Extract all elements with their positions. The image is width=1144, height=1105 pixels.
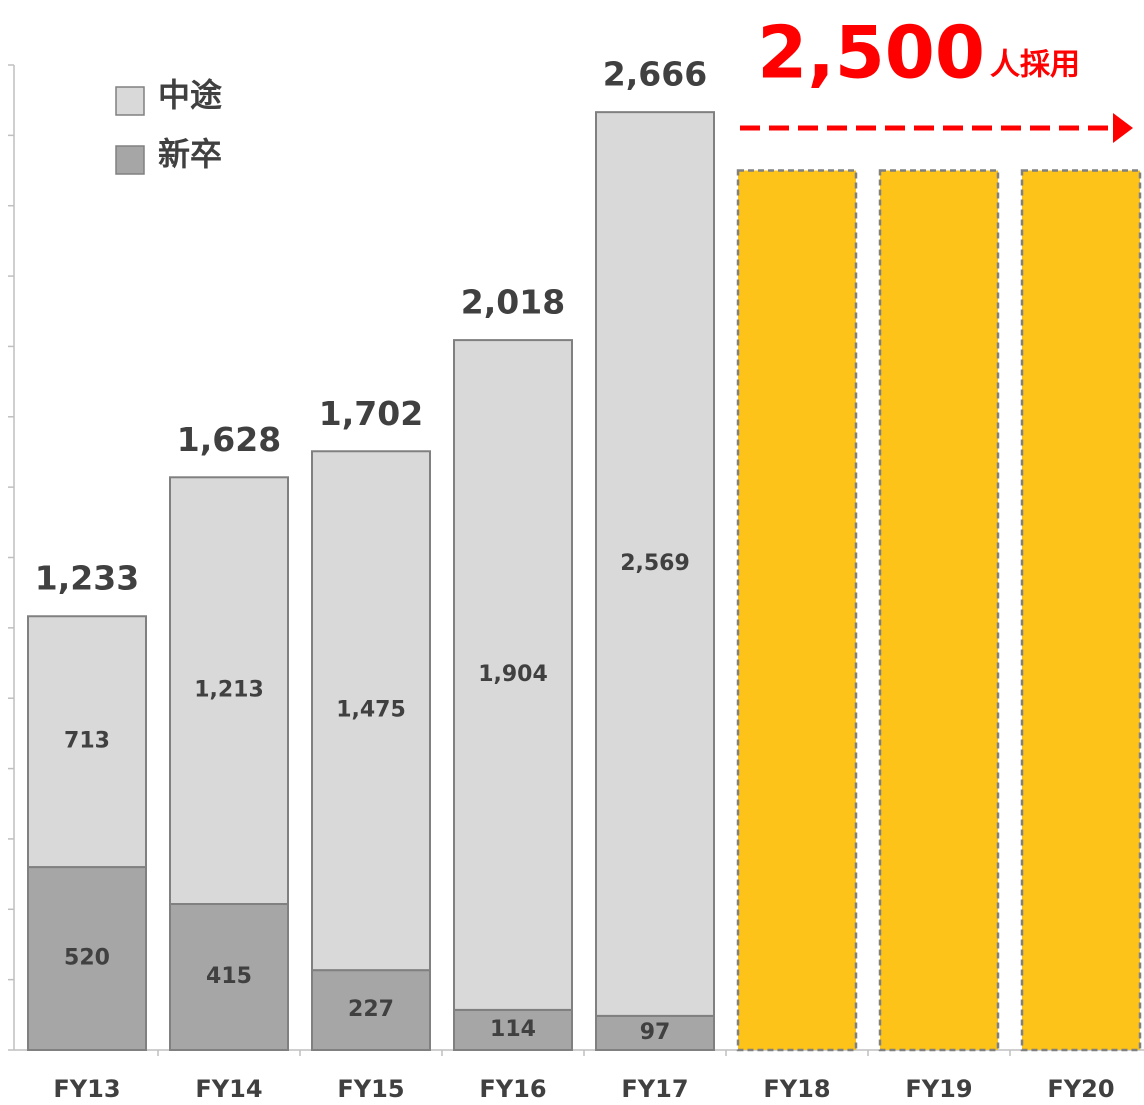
x-tick-label: FY17 <box>621 1075 688 1103</box>
bar-segment <box>453 1008 573 1051</box>
bar-segment <box>595 1014 715 1051</box>
segment-label: 415 <box>206 964 252 989</box>
bar-segment <box>311 969 431 1052</box>
x-tick-label: FY18 <box>763 1075 830 1103</box>
segment-label: 1,213 <box>194 678 264 703</box>
segment-label: 713 <box>64 729 110 754</box>
x-tick-label: FY20 <box>1047 1075 1114 1103</box>
total-label: 2,666 <box>603 55 707 94</box>
x-tick-label: FY16 <box>479 1075 546 1103</box>
segment-label: 97 <box>640 1020 671 1045</box>
total-label: 1,628 <box>177 420 281 459</box>
bar-segment <box>27 615 147 869</box>
target-bar <box>878 169 1000 1052</box>
legend-swatch <box>115 145 145 175</box>
bar-segment <box>595 111 715 1017</box>
bar-segment <box>169 903 289 1051</box>
segment-label: 227 <box>348 997 394 1022</box>
annotation-value: 2,500 <box>757 11 985 95</box>
legend-label: 中途 <box>158 76 222 114</box>
segment-label: 520 <box>64 946 110 971</box>
x-tick-label: FY19 <box>905 1075 972 1103</box>
bar-segment <box>311 450 431 972</box>
x-tick-label: FY15 <box>337 1075 404 1103</box>
x-tick-label: FY14 <box>195 1075 262 1103</box>
legend-label: 新卒 <box>158 135 222 173</box>
segment-label: 1,475 <box>336 698 406 723</box>
segment-label: 114 <box>490 1017 536 1042</box>
total-label: 2,018 <box>461 283 565 322</box>
target-bar <box>1020 169 1142 1052</box>
annotation-unit: 人採用 <box>990 48 1080 83</box>
bar-segment <box>453 339 573 1011</box>
target-bar <box>736 169 858 1052</box>
legend-swatch <box>115 86 145 116</box>
x-tick-label: FY13 <box>53 1075 120 1103</box>
total-label: 1,233 <box>35 559 139 598</box>
bar-segment <box>169 476 289 906</box>
total-label: 1,702 <box>319 394 423 433</box>
segment-label: 1,904 <box>478 662 548 687</box>
segment-label: 2,569 <box>620 551 690 576</box>
